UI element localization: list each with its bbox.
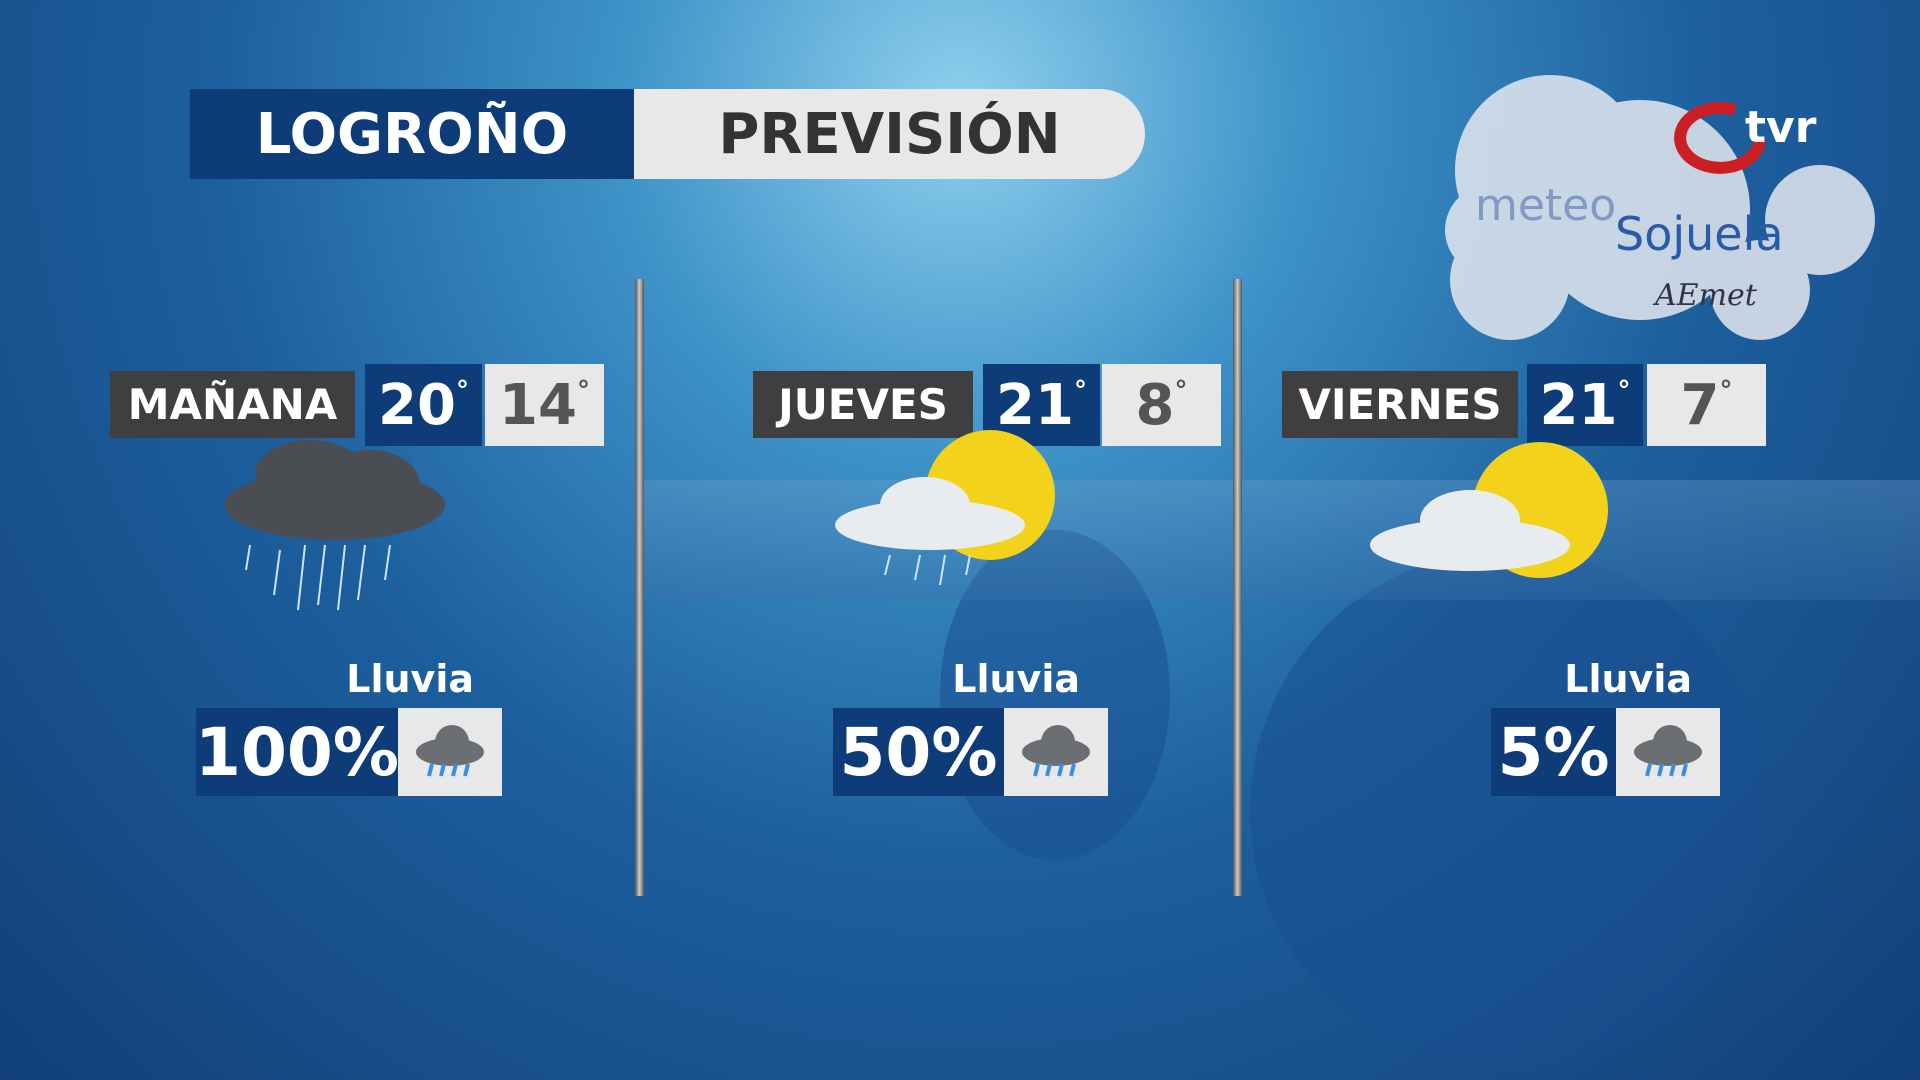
rain-cloud-icon [398, 708, 502, 796]
sun-cloud-icon [1370, 442, 1608, 578]
svg-text:Sojuela: Sojuela [1615, 207, 1784, 261]
day-label: JUEVES [753, 371, 973, 438]
svg-text:AEmet: AEmet [1652, 278, 1758, 313]
city-title: LOGROÑO [190, 89, 634, 179]
rain-label: Lluvia [346, 657, 474, 701]
high-temp: 21 ° [983, 364, 1100, 446]
rain-label: Lluvia [952, 657, 1080, 701]
low-temp: 7 ° [1647, 364, 1766, 446]
svg-text:tvr: tvr [1745, 102, 1817, 153]
sun-cloud-rain-icon [835, 430, 1055, 586]
tvr-logo-icon [1674, 101, 1766, 174]
high-temp: 20 ° [365, 364, 482, 446]
svg-text:meteo: meteo [1475, 180, 1616, 231]
day-label: MAÑANA [110, 371, 355, 438]
high-temp: 21 ° [1527, 364, 1643, 446]
meteo-sojuela-logo: tvr meteo Sojuela AEmet [1445, 75, 1875, 340]
column-divider [1233, 279, 1242, 896]
forecast-title: PREVISIÓN [634, 89, 1145, 179]
background-arch [1250, 550, 1770, 1070]
day-label: VIERNES [1282, 371, 1518, 438]
low-temp: 8 ° [1102, 364, 1221, 446]
background-bridge [640, 480, 1920, 600]
background-arch [940, 530, 1170, 860]
rain-cloud-icon [1616, 708, 1720, 796]
rain-cloud-icon [1004, 708, 1108, 796]
heavy-rain-cloud-icon [225, 440, 445, 611]
column-divider [635, 279, 644, 896]
rain-probability: 50% [833, 708, 1004, 796]
rain-label: Lluvia [1564, 657, 1692, 701]
rain-probability: 100% [195, 708, 399, 796]
low-temp: 14 ° [485, 364, 604, 446]
rain-probability: 5% [1491, 708, 1616, 796]
